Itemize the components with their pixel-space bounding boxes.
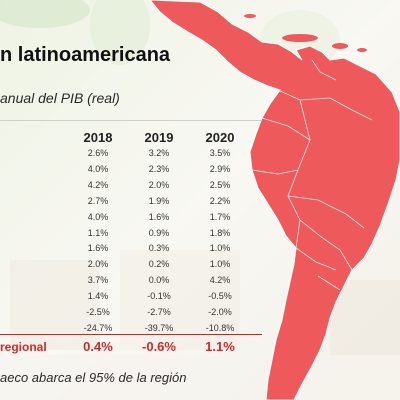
table-cell: 1.4%	[87, 291, 109, 302]
table-cell: 1.0%	[209, 243, 231, 254]
table-cell: 2.6%	[87, 148, 109, 158]
table-cell: 2.7%	[87, 195, 109, 206]
table-cell: 2.3%	[148, 163, 170, 174]
table-cell: -2.5%	[86, 307, 110, 317]
table-cell: 4.2%	[87, 179, 109, 190]
table-cell: 2.5%	[209, 179, 231, 190]
slide-subtitle: anual del PIB (real)	[0, 90, 120, 106]
table-cell: 0.0%	[148, 275, 170, 286]
slide-title: n latinoamericana	[0, 44, 171, 66]
table-cell: 1.0%	[209, 259, 231, 270]
table-cell: 2.0%	[87, 259, 109, 270]
latin-america-map	[149, 0, 400, 400]
table-cell: 1.1%	[87, 227, 109, 238]
table-cell: 0.2%	[148, 259, 170, 270]
table-cell: -24.7%	[83, 322, 113, 333]
table-cell: 1.8%	[209, 227, 231, 238]
year-header-2020: 2020	[205, 130, 235, 145]
table-cell: 3.7%	[87, 275, 109, 286]
table-cell: 4.2%	[209, 275, 231, 286]
regional-value-2020: 1.1%	[205, 339, 235, 354]
footnote: aeco abarca el 95% de la región	[0, 370, 187, 385]
table-cell: -2.0%	[208, 307, 232, 317]
table-cell: -0.5%	[208, 291, 232, 302]
table-cell: -39.7%	[144, 322, 174, 333]
table-bottom-rule	[0, 334, 262, 335]
table-cell: 4.0%	[87, 211, 109, 222]
table-cell: 4.0%	[87, 163, 109, 174]
table-cell: -0.1%	[147, 291, 171, 302]
year-header-2018: 2018	[83, 130, 113, 145]
table-cell: 2.9%	[209, 163, 231, 174]
year-header-2019: 2019	[144, 130, 174, 145]
table-cell: 1.6%	[87, 243, 109, 254]
table-cell: 3.2%	[148, 148, 170, 158]
table-cell: -10.8%	[205, 322, 235, 333]
table-cell: -2.7%	[147, 307, 171, 317]
table-cell: 3.5%	[209, 148, 231, 158]
table-cell: 2.0%	[148, 179, 170, 190]
regional-value-2019: -0.6%	[142, 339, 176, 354]
table-cell: 0.9%	[148, 227, 170, 238]
table-cell: 0.3%	[148, 243, 170, 254]
regional-label: regional	[0, 340, 47, 354]
table-cell: 1.6%	[148, 211, 170, 222]
table-top-rule	[0, 120, 262, 121]
regional-value-2018: 0.4%	[83, 339, 113, 354]
table-cell: 1.7%	[209, 211, 231, 222]
table-cell: 1.9%	[148, 195, 170, 206]
table-cell: 2.2%	[209, 195, 231, 206]
